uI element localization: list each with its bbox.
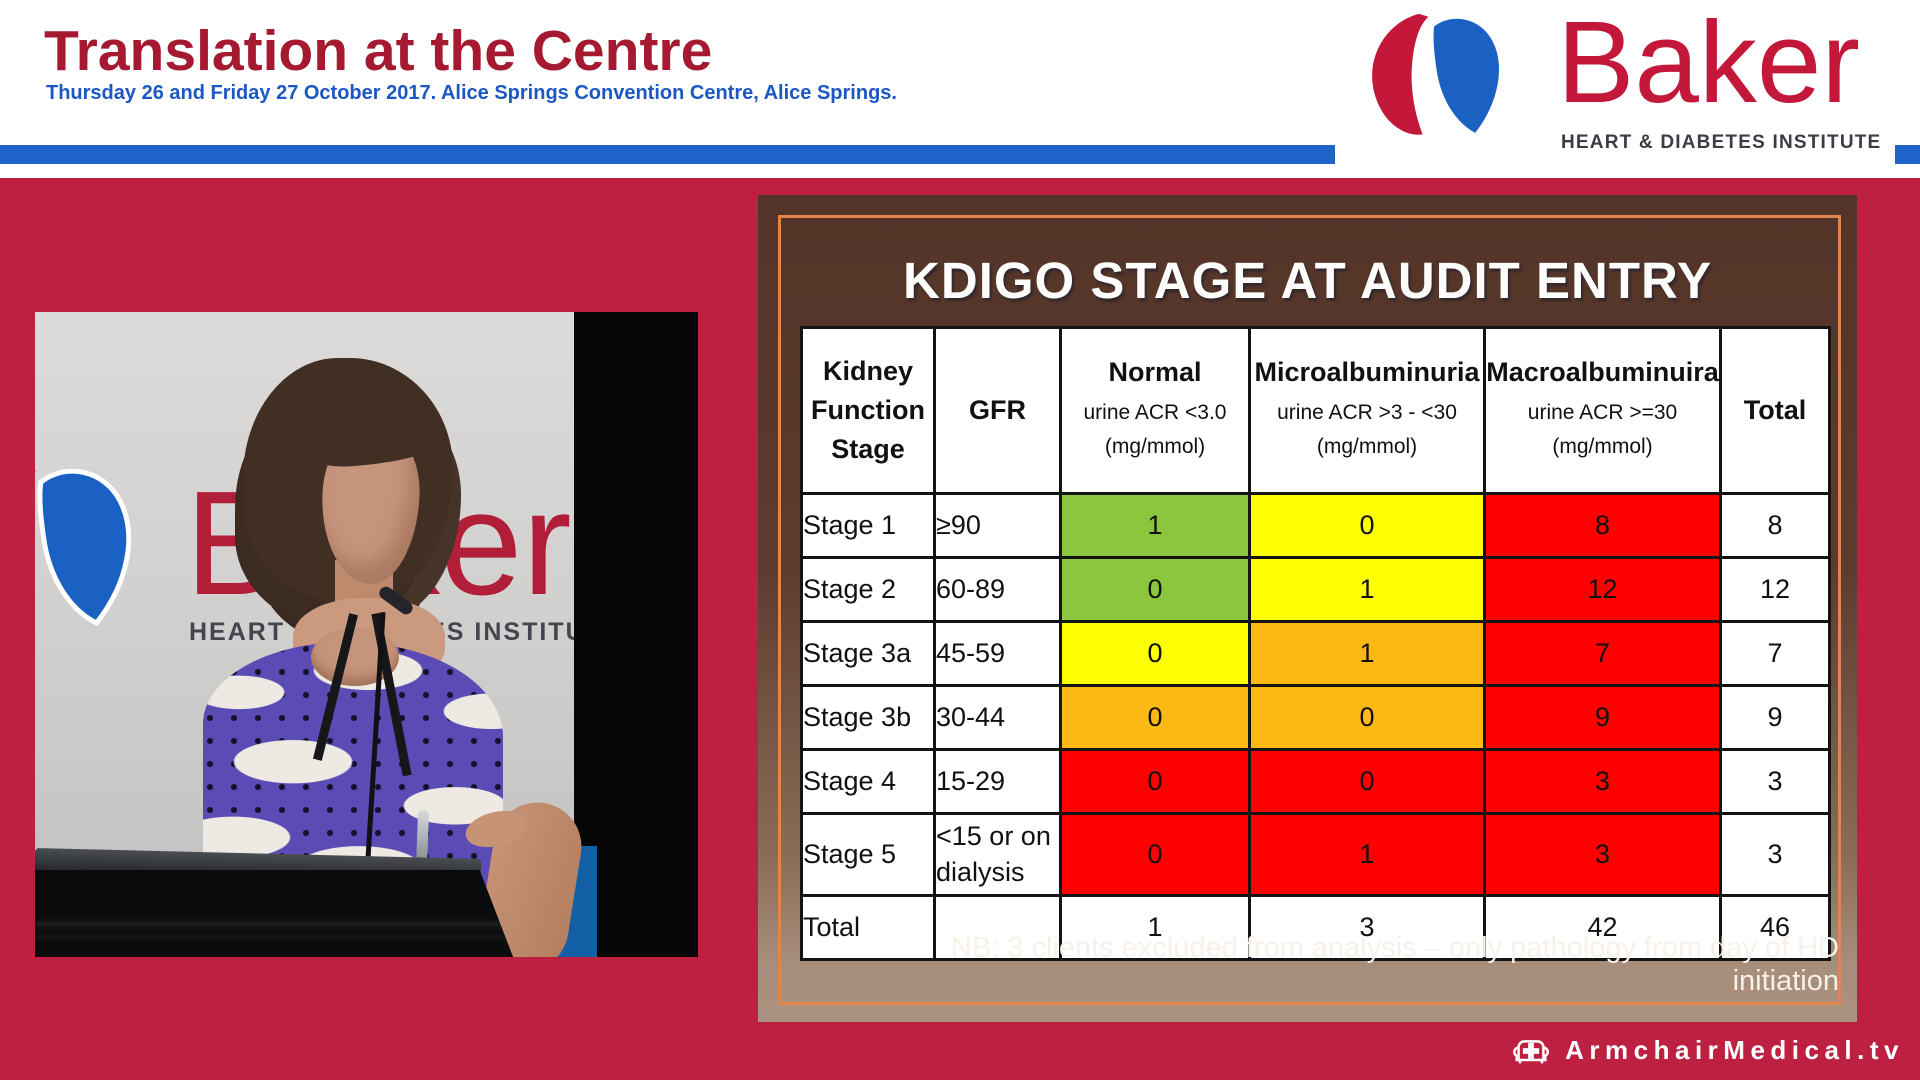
cell-normal: 0 bbox=[1059, 620, 1251, 687]
col-header-macroalbuminuira: Macroalbuminuira urine ACR >=30 (mg/mmol) bbox=[1483, 326, 1722, 495]
col-header-total: Total bbox=[1719, 326, 1831, 495]
table-row-stage-3b: Stage 3b 30-44 0 0 9 9 bbox=[800, 684, 1831, 751]
cell-gfr: 15-29 bbox=[933, 748, 1062, 815]
cell-normal: 0 bbox=[1059, 556, 1251, 623]
cell-macro: 42 bbox=[1483, 894, 1722, 961]
cell-normal: 0 bbox=[1059, 684, 1251, 751]
cell-gfr: 45-59 bbox=[933, 620, 1062, 687]
cell-macro: 8 bbox=[1483, 492, 1722, 559]
cell-macro: 3 bbox=[1483, 812, 1722, 897]
cell-stage: Stage 3b bbox=[800, 684, 936, 751]
presentation-slide: KDIGO STAGE AT AUDIT ENTRY Kidney Functi… bbox=[758, 195, 1857, 1022]
cell-macro: 12 bbox=[1483, 556, 1722, 623]
cell-total: 7 bbox=[1719, 620, 1831, 687]
slide-title: KDIGO STAGE AT AUDIT ENTRY bbox=[903, 252, 1712, 309]
table-row-total: Total 1 3 42 46 bbox=[800, 894, 1831, 961]
cell-micro: 3 bbox=[1248, 894, 1486, 961]
cell-micro: 0 bbox=[1248, 492, 1486, 559]
cell-micro: 1 bbox=[1248, 556, 1486, 623]
cell-micro: 0 bbox=[1248, 684, 1486, 751]
cell-normal: 1 bbox=[1059, 492, 1251, 559]
cell-stage: Stage 2 bbox=[800, 556, 936, 623]
table-header-row: Kidney Function Stage GFR Normal urine AC… bbox=[800, 326, 1831, 495]
cell-macro: 7 bbox=[1483, 620, 1722, 687]
col-header-kidney-function-stage: Kidney Function Stage bbox=[800, 326, 936, 495]
table-row-stage-1: Stage 1 ≥90 1 0 8 8 bbox=[800, 492, 1831, 559]
table-row-stage-3a: Stage 3a 45-59 0 1 7 7 bbox=[800, 620, 1831, 687]
baker-heart-icon bbox=[1372, 13, 1503, 138]
table-row-stage-5: Stage 5 <15 or on dialysis 0 1 3 3 bbox=[800, 812, 1831, 897]
cell-micro: 0 bbox=[1248, 748, 1486, 815]
conference-subtitle: Thursday 26 and Friday 27 October 2017. … bbox=[46, 82, 897, 104]
cell-micro: 1 bbox=[1248, 812, 1486, 897]
armchairmedical-watermark: ArmchairMedical.tv bbox=[1510, 1030, 1904, 1070]
kdigo-stage-table: Kidney Function Stage GFR Normal urine AC… bbox=[800, 326, 1831, 961]
cell-total: 9 bbox=[1719, 684, 1831, 751]
cell-total: 3 bbox=[1719, 748, 1831, 815]
cell-stage: Total bbox=[800, 894, 936, 961]
cell-total: 12 bbox=[1719, 556, 1831, 623]
cell-macro: 9 bbox=[1483, 684, 1722, 751]
cell-gfr: ≥90 bbox=[933, 492, 1062, 559]
cell-gfr bbox=[933, 894, 1062, 961]
cell-total: 3 bbox=[1719, 812, 1831, 897]
table-row-stage-4: Stage 4 15-29 0 0 3 3 bbox=[800, 748, 1831, 815]
armchair-cross-icon bbox=[1513, 1040, 1550, 1064]
cell-total: 8 bbox=[1719, 492, 1831, 559]
cell-stage: Stage 5 bbox=[800, 812, 936, 897]
cell-macro: 3 bbox=[1483, 748, 1722, 815]
cell-total: 46 bbox=[1719, 894, 1831, 961]
cell-stage: Stage 3a bbox=[800, 620, 936, 687]
cell-gfr: 30-44 bbox=[933, 684, 1062, 751]
baker-wordmark: Baker bbox=[1557, 0, 1861, 127]
conference-title: Translation at the Centre bbox=[44, 19, 713, 83]
cell-normal: 0 bbox=[1059, 748, 1251, 815]
podium bbox=[35, 870, 513, 957]
backdrop-baker-heart-icon bbox=[35, 468, 132, 627]
col-header-gfr: GFR bbox=[933, 326, 1062, 495]
col-header-normal: Normal urine ACR <3.0 (mg/mmol) bbox=[1059, 326, 1251, 495]
presenter-video: Baker HEART & DIABETES INSTITUTE bbox=[35, 312, 698, 957]
baker-logo: Baker HEART & DIABETES INSTITUTE bbox=[1335, 0, 1895, 176]
conference-header: Translation at the Centre Thursday 26 an… bbox=[0, 0, 1920, 178]
cell-normal: 1 bbox=[1059, 894, 1251, 961]
cell-stage: Stage 1 bbox=[800, 492, 936, 559]
cell-gfr: 60-89 bbox=[933, 556, 1062, 623]
cell-stage: Stage 4 bbox=[800, 748, 936, 815]
table-row-stage-2: Stage 2 60-89 0 1 12 12 bbox=[800, 556, 1831, 623]
slide-footnote: NB: 3 clients excluded from analysis – o… bbox=[950, 932, 1839, 997]
col-header-microalbuminuria: Microalbuminuria urine ACR >3 - <30 (mg/m… bbox=[1248, 326, 1486, 495]
cell-gfr: <15 or on dialysis bbox=[933, 812, 1062, 897]
cell-normal: 0 bbox=[1059, 812, 1251, 897]
cell-micro: 1 bbox=[1248, 620, 1486, 687]
baker-tagline: HEART & DIABETES INSTITUTE bbox=[1561, 132, 1882, 153]
armchairmedical-label: ArmchairMedical.tv bbox=[1565, 1034, 1904, 1065]
